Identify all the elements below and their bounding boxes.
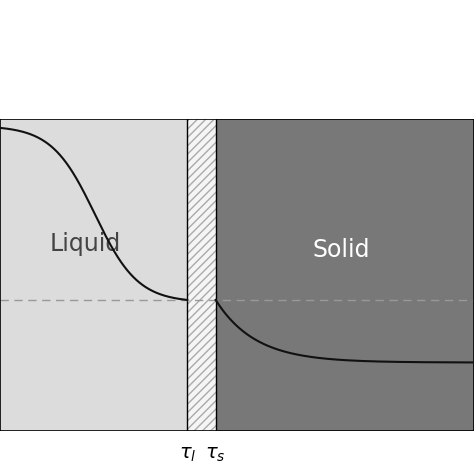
- Text: $\tau_s$: $\tau_s$: [205, 445, 226, 465]
- Bar: [187, 118, 216, 431]
- Text: $\tau_l$: $\tau_l$: [179, 445, 196, 465]
- Bar: [216, 118, 474, 431]
- Text: Solid: Solid: [312, 238, 370, 262]
- Text: Liquid: Liquid: [50, 232, 121, 255]
- Bar: [0, 118, 187, 431]
